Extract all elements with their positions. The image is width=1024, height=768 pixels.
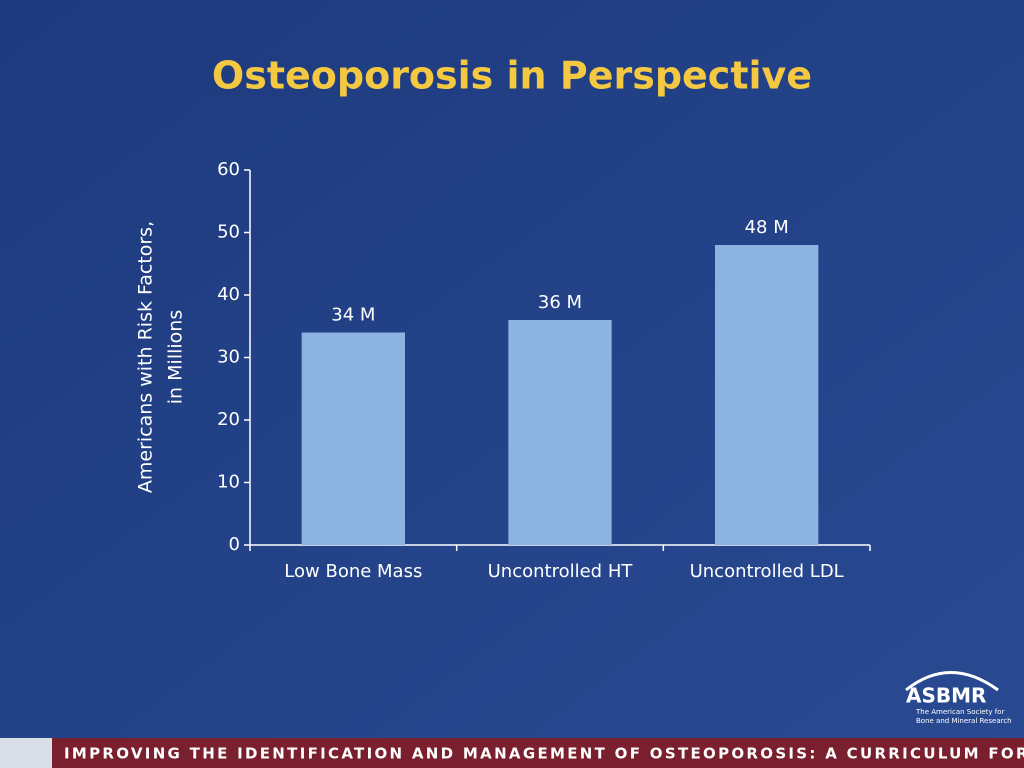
y-axis-label-line: in Millions	[165, 310, 187, 404]
footer-text: IMPROVING THE IDENTIFICATION AND MANAGEM…	[64, 745, 1024, 763]
x-tick-label: Uncontrolled LDL	[690, 561, 844, 582]
value-label: 48 M	[745, 217, 789, 238]
y-tick-label: 20	[217, 409, 240, 430]
y-axis-label: Americans with Risk Factors, in Millions	[135, 221, 187, 493]
bar	[301, 332, 405, 545]
y-tick-label: 30	[217, 347, 240, 368]
footer-band	[0, 738, 1024, 768]
x-tick-label: Uncontrolled HT	[488, 561, 634, 582]
chart-title: Osteoporosis in Perspective	[212, 54, 812, 98]
x-tick-label: Low Bone Mass	[284, 561, 422, 582]
y-axis-label-line: Americans with Risk Factors,	[135, 221, 157, 493]
bar	[715, 245, 819, 545]
logo-arc	[905, 671, 999, 692]
logo-name: ASBMR	[906, 684, 986, 708]
y-tick-label: 10	[217, 472, 240, 493]
logo-line: The American Society for	[915, 708, 1004, 716]
y-tick-label: 60	[217, 159, 240, 180]
value-label: 34 M	[331, 305, 375, 326]
value-label: 36 M	[538, 292, 582, 313]
y-tick-label: 50	[217, 222, 240, 243]
y-tick-label: 0	[229, 534, 240, 555]
footer-photo	[0, 738, 52, 768]
y-tick-label: 40	[217, 284, 240, 305]
logo-line: Bone and Mineral Research	[916, 717, 1012, 725]
bar	[508, 320, 612, 545]
